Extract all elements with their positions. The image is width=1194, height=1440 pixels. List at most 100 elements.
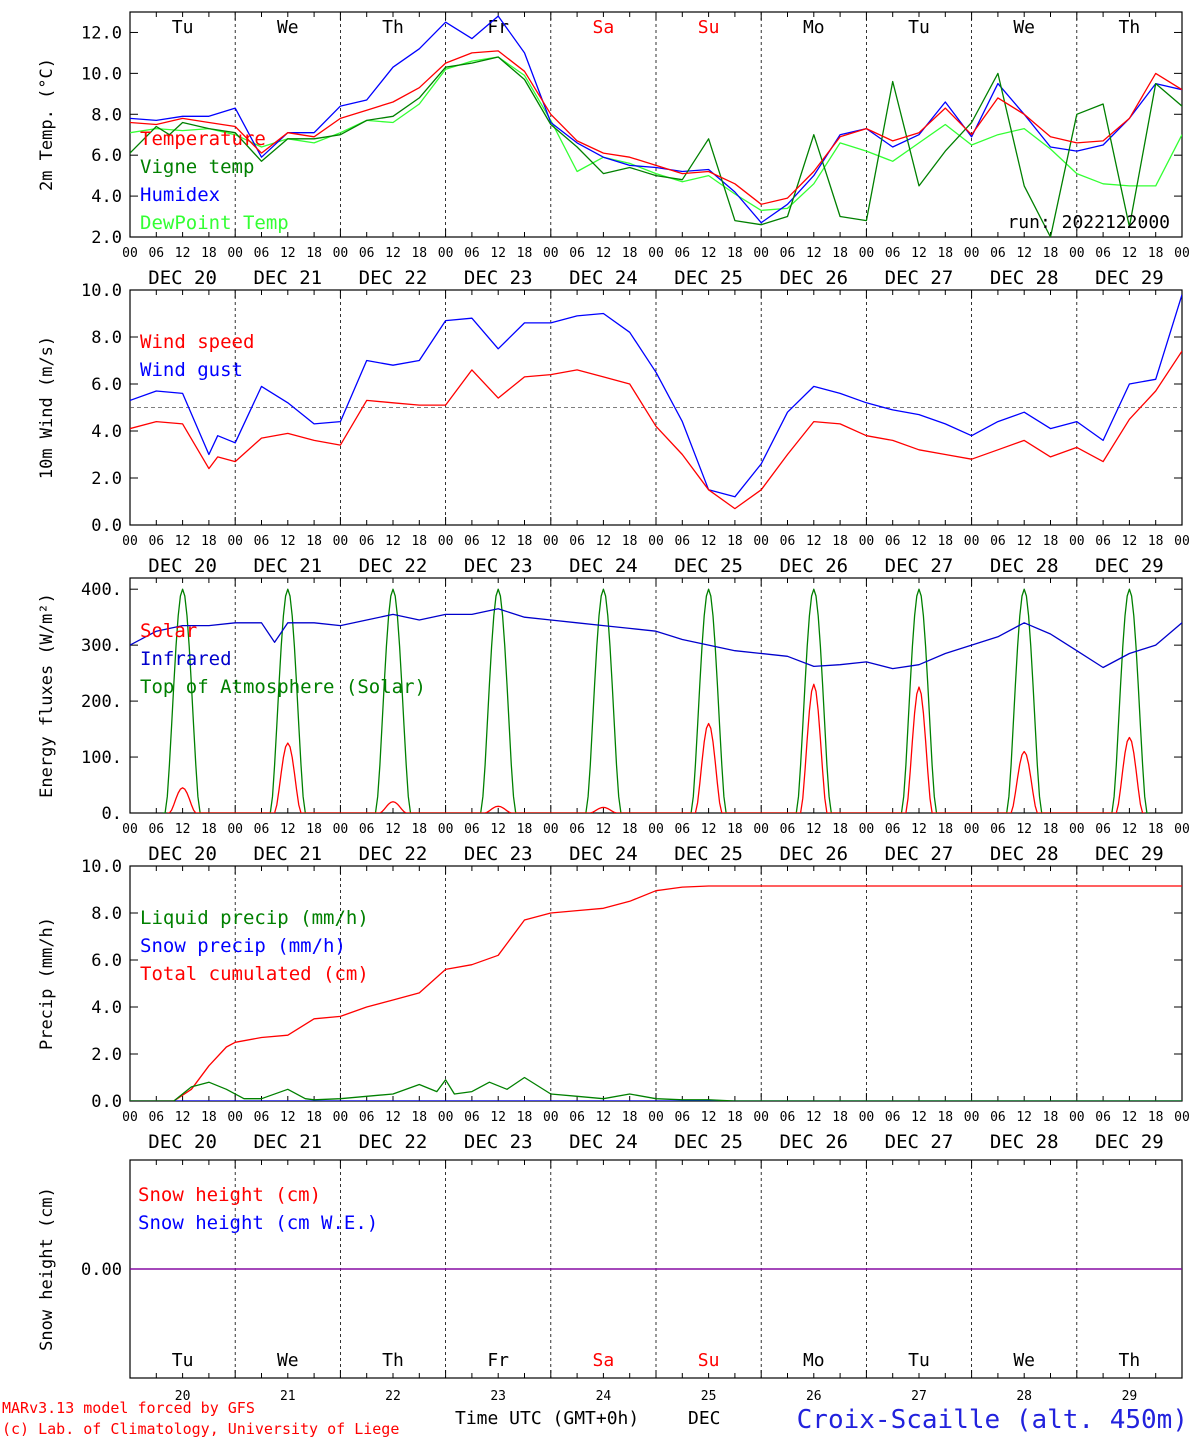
date-label: DEC 29 xyxy=(1095,1131,1164,1153)
panel-2: 0.0 2.0 4.0 6.0 8.0 10.0 10m Wind (m/s) 00 06 12 1… xyxy=(37,281,1190,577)
hour-label: 18 xyxy=(622,246,638,261)
hour-label: 18 xyxy=(201,822,217,837)
hour-label: 06 xyxy=(990,246,1006,261)
hour-label: 06 xyxy=(674,822,690,837)
hour-label: 12 xyxy=(911,822,927,837)
y-axis-label: Precip (mm/h) xyxy=(37,917,57,1050)
panel-4: 0.0 2.0 4.0 6.0 8.0 10.0 Precip (mm/h) 00 06 12 18… xyxy=(37,857,1190,1153)
hour-label: 12 xyxy=(490,534,506,549)
hour-label: 06 xyxy=(1095,1110,1111,1125)
hour-label: 06 xyxy=(254,534,270,549)
y-axis-label: Energy fluxes (W/m²) xyxy=(37,593,57,798)
date-label: DEC 28 xyxy=(990,1131,1059,1153)
series-line-dewpoint-temp xyxy=(130,56,1182,212)
date-label: DEC 25 xyxy=(674,555,743,577)
panel-1: 2.0 4.0 6.0 8.0 10.0 12.0 2m Temp. (°C) Tu We Th F… xyxy=(37,11,1190,289)
legend-entry: Snow precip (mm/h) xyxy=(140,935,346,957)
hour-label: 06 xyxy=(359,1110,375,1125)
hour-label: 06 xyxy=(464,534,480,549)
y-tick-label: 2.0 xyxy=(91,469,122,489)
weekday-label: We xyxy=(277,1350,299,1371)
weekday-label: Fr xyxy=(487,1350,509,1371)
legend-entry: Wind gust xyxy=(140,359,243,381)
weekday-label: We xyxy=(277,17,299,38)
date-label: DEC 23 xyxy=(464,1131,533,1153)
date-label: DEC 28 xyxy=(990,555,1059,577)
y-tick-label: 8.0 xyxy=(91,328,122,348)
day-number: 23 xyxy=(490,1389,506,1404)
day-number: 24 xyxy=(596,1389,612,1404)
hour-label: 12 xyxy=(701,534,717,549)
y-tick-label: 0.00 xyxy=(81,1260,122,1280)
hour-label: 06 xyxy=(359,246,375,261)
hour-label: 18 xyxy=(937,534,953,549)
y-tick-label: 8.0 xyxy=(91,904,122,924)
date-label: DEC 21 xyxy=(253,1131,322,1153)
y-tick-label: 0. xyxy=(102,804,122,824)
hour-label: 00 xyxy=(753,1110,769,1125)
day-number: 20 xyxy=(175,1389,191,1404)
date-label: DEC 20 xyxy=(148,1131,217,1153)
weekday-label: Sa xyxy=(593,17,615,38)
hour-label: 12 xyxy=(175,1110,191,1125)
hour-label: 12 xyxy=(175,246,191,261)
y-tick-label: 200. xyxy=(81,692,122,712)
credit-line-1: MARv3.13 model forced by GFS xyxy=(2,1399,255,1417)
hour-label: 06 xyxy=(148,534,164,549)
hour-label: 06 xyxy=(148,822,164,837)
hour-label: 06 xyxy=(148,246,164,261)
weekday-label: Th xyxy=(382,17,404,38)
hour-label: 12 xyxy=(596,534,612,549)
hour-label: 18 xyxy=(517,1110,533,1125)
hour-label: 06 xyxy=(780,246,796,261)
hour-label: 06 xyxy=(464,246,480,261)
panel-5: 0.00 Snow height (cm) Tu We Th Fr Sa Su Mo Tu We Th… xyxy=(37,1159,1183,1379)
hour-label: 06 xyxy=(780,822,796,837)
date-label: DEC 27 xyxy=(885,555,954,577)
hour-label: 12 xyxy=(1016,822,1032,837)
hour-label: 12 xyxy=(596,822,612,837)
hour-label: 06 xyxy=(674,1110,690,1125)
date-label: DEC 20 xyxy=(148,843,217,865)
date-label: DEC 22 xyxy=(359,267,428,289)
hour-label: 18 xyxy=(517,822,533,837)
hour-label: 06 xyxy=(780,1110,796,1125)
hour-label: 00 xyxy=(859,1110,875,1125)
hour-label: 12 xyxy=(490,822,506,837)
hour-label: 12 xyxy=(385,822,401,837)
y-tick-label: 8.0 xyxy=(91,105,122,125)
date-label: DEC 26 xyxy=(779,843,848,865)
hour-label: 18 xyxy=(201,246,217,261)
hour-label: 18 xyxy=(727,534,743,549)
series-line-temperature xyxy=(130,50,1182,205)
credit-line-2: (c) Lab. of Climatology, University of L… xyxy=(2,1420,399,1438)
y-tick-label: 100. xyxy=(81,748,122,768)
hour-label: 12 xyxy=(596,246,612,261)
hour-label: 06 xyxy=(674,534,690,549)
legend-entry: Vigne temp xyxy=(140,156,254,178)
hour-label: 06 xyxy=(1095,534,1111,549)
y-tick-label: 6.0 xyxy=(91,375,122,395)
hour-label: 06 xyxy=(885,534,901,549)
hour-label: 06 xyxy=(569,1110,585,1125)
y-tick-label: 10.0 xyxy=(81,857,122,877)
hour-label: 00 xyxy=(1174,246,1190,261)
y-tick-label: 2.0 xyxy=(91,1045,122,1065)
y-tick-label: 10.0 xyxy=(81,64,122,84)
hour-label: 00 xyxy=(122,822,138,837)
hour-label: 12 xyxy=(806,822,822,837)
hour-label: 06 xyxy=(464,1110,480,1125)
date-label: DEC 23 xyxy=(464,555,533,577)
y-axis-label: Snow height (cm) xyxy=(37,1187,57,1351)
hour-label: 18 xyxy=(727,1110,743,1125)
hour-label: 00 xyxy=(333,246,349,261)
hour-label: 18 xyxy=(306,534,322,549)
legend-entry: Top of Atmosphere (Solar) xyxy=(140,676,426,698)
hour-label: 06 xyxy=(464,822,480,837)
hour-label: 06 xyxy=(254,822,270,837)
date-label: DEC 23 xyxy=(464,267,533,289)
hour-label: 12 xyxy=(806,534,822,549)
hour-label: 06 xyxy=(885,822,901,837)
date-label: DEC 20 xyxy=(148,267,217,289)
series-group xyxy=(130,15,1182,237)
